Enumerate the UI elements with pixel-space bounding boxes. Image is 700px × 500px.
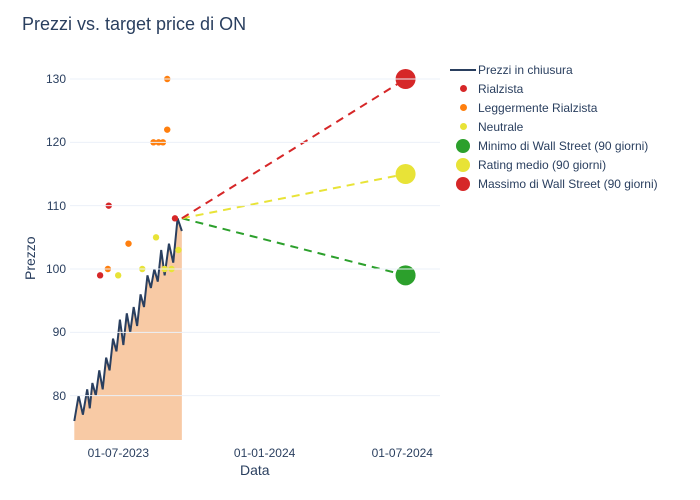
legend-item: Neutrale (448, 117, 658, 136)
y-tick: 100 (40, 262, 66, 276)
legend-item: Rating medio (90 giorni) (448, 155, 658, 174)
scatter-neutrale (153, 234, 159, 240)
legend-label: Rating medio (90 giorni) (478, 158, 606, 172)
legend-item: Massimo di Wall Street (90 giorni) (448, 174, 658, 193)
y-tick: 90 (40, 325, 66, 339)
legend-item: Minimo di Wall Street (90 giorni) (448, 136, 658, 155)
x-tick: 01-07-2024 (372, 446, 433, 460)
legend-icon (448, 69, 478, 71)
forecast-line-minimo (182, 218, 406, 275)
legend-icon (448, 104, 478, 111)
legend-label: Leggermente Rialzista (478, 101, 597, 115)
legend-icon (448, 85, 478, 92)
forecast-line-medio (182, 174, 406, 218)
legend-label: Neutrale (478, 120, 523, 134)
y-tick: 80 (40, 389, 66, 403)
scatter-rialzista (97, 272, 103, 278)
scatter-leggermente (125, 240, 131, 246)
y-tick: 110 (40, 199, 66, 213)
legend-label: Rialzista (478, 82, 523, 96)
legend-label: Prezzi in chiusura (478, 63, 573, 77)
plot-area (70, 60, 440, 440)
target-minimo (396, 265, 416, 285)
y-tick: 120 (40, 135, 66, 149)
scatter-leggermente (164, 126, 170, 132)
y-axis-label: Prezzo (22, 236, 38, 280)
legend-icon (448, 158, 478, 172)
legend-label: Massimo di Wall Street (90 giorni) (478, 177, 658, 191)
y-tick: 130 (40, 72, 66, 86)
scatter-neutrale (115, 272, 121, 278)
legend-icon (448, 177, 478, 191)
x-axis-label: Data (240, 462, 270, 478)
legend-icon (448, 123, 478, 130)
forecast-line-massimo (182, 79, 406, 218)
x-tick: 01-01-2024 (234, 446, 295, 460)
legend-item: Prezzi in chiusura (448, 60, 658, 79)
legend-label: Minimo di Wall Street (90 giorni) (478, 139, 648, 153)
scatter-rialzista (172, 215, 178, 221)
legend-item: Rialzista (448, 79, 658, 98)
x-tick: 01-07-2023 (88, 446, 149, 460)
chart-title: Prezzi vs. target price di ON (22, 14, 246, 35)
legend: Prezzi in chiusura Rialzista Leggermente R… (448, 60, 658, 193)
target-medio (396, 164, 416, 184)
legend-icon (448, 139, 478, 153)
legend-item: Leggermente Rialzista (448, 98, 658, 117)
scatter-neutrale (175, 247, 181, 253)
plot-svg (70, 60, 440, 440)
chart-container: { "title": "Prezzi vs. target price di O… (0, 0, 700, 500)
